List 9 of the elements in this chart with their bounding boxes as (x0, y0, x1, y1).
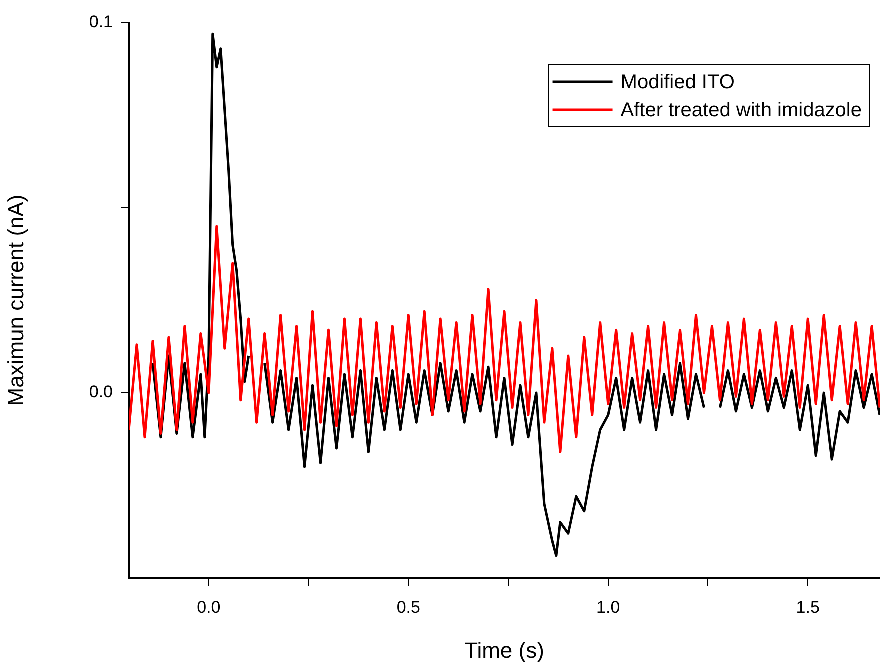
x-tick-label: 0.5 (396, 598, 420, 617)
legend-label: Modified ITO (620, 72, 735, 94)
x-tick-label: 1.0 (596, 598, 620, 617)
y-tick-label: 0.1 (89, 12, 113, 32)
x-tick-label: 0.0 (197, 598, 221, 617)
y-axis-title: Maximun current (nA) (3, 194, 28, 406)
x-axis-title: Time (s) (464, 638, 544, 663)
legend-label: After treated with imidazole (620, 100, 862, 122)
x-tick-label: 1.5 (796, 598, 820, 617)
